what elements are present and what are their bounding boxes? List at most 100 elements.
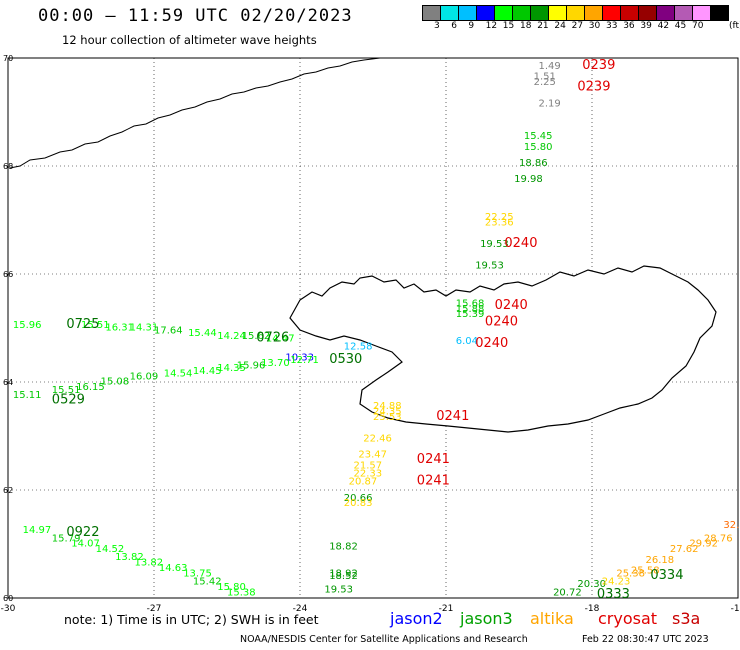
scale-swatch [710,5,729,21]
y-tick-label: 66 [3,270,13,279]
wave-height-label: 24.23 [602,577,631,588]
wave-height-label: 14.54 [164,369,193,380]
wave-height-label: 15.79 [52,533,81,544]
x-tick-label: -15 [731,604,740,614]
scale-label: 3 [434,21,440,31]
footer-note: note: 1) Time is in UTC; 2) SWH is in fe… [64,612,319,627]
wave-height-label: 14.52 [96,544,125,555]
wave-height-label: 15.62 [242,331,271,342]
wave-height-label: 18.92 [329,568,358,579]
scale-label: 27 [571,21,584,31]
wave-height-label: 24.35 [373,406,402,417]
wave-height-label: 20.30 [577,579,606,590]
wave-height-label: 12.71 [290,355,319,366]
pass-time-label: 0241 [417,474,450,489]
scale-label: 36 [623,21,635,31]
pass-time-label: 0240 [504,236,537,251]
scale-label: 24 [554,21,566,31]
wave-height-label: 1.51 [534,72,556,83]
pass-time-label: 0240 [495,298,528,313]
wave-height-label: 14.45 [193,366,222,377]
iceland-coastline [289,265,717,433]
wave-height-label: 23.36 [485,217,514,228]
pass-time-label: 0241 [436,409,469,424]
wave-height-labels: 1.491.512.25 2.19 15.45 15.80 18.86 19.98 22.2… [13,61,740,598]
wave-height-label: 22.46 [363,433,392,444]
map-subtitle: 12 hour collection of altimeter wave hei… [62,33,317,47]
wave-height-label: 13.82 [115,552,144,563]
wave-height-label: 28.76 [704,533,733,544]
wave-height-label: 17.64 [154,325,183,336]
y-tick-label: 62 [3,486,13,495]
x-tick-label: -24 [293,604,308,614]
x-tick-label: -21 [439,604,454,614]
wave-height-label: 18.82 [329,541,358,552]
pass-time-label: 0241 [417,452,450,467]
x-tick-label: -30 [1,604,16,614]
pass-time-label: 0922 [66,525,99,540]
y-tick-label: 60 [3,594,13,603]
y-axis-ticks: 70 68 66 64 62 60 [3,54,13,603]
wave-height-label: 12.58 [344,342,373,353]
mission-s3a: s3a [672,609,701,628]
wave-height-label: 16.31 [105,323,134,334]
wave-height-label: 15.51 [81,320,110,331]
wave-height-label: 16.15 [76,382,105,393]
scale-label: 39 [640,21,652,31]
wave-height-label: 20.72 [553,587,582,598]
scale-label: 9 [468,21,475,31]
mission-cryosat: cryosat [598,609,658,628]
wave-height-label: 15.96 [13,320,42,331]
wave-height-label: 19.53 [480,239,509,250]
wave-height-label: 14.97 [23,525,52,536]
wave-height-label: 2.19 [538,99,560,110]
wave-height-label: 15.80 [217,582,246,593]
color-scale-bar [422,5,729,21]
wave-height-label: 15.51 [52,385,81,396]
wave-height-label: 22.33 [354,469,383,480]
wave-height-label: 15.68 [456,298,485,309]
wave-height-label: 15.11 [13,390,42,401]
wave-height-label: 15.39 [456,309,485,320]
pass-time-label: 0239 [577,79,610,94]
wave-height-label: 2.25 [534,77,556,88]
wave-height-label: 20.83 [344,498,373,509]
wave-height-label: 19.98 [514,174,543,185]
wave-height-label: 1.49 [538,61,560,72]
scale-label: 70 [692,21,704,31]
scale-label: 42 [657,21,670,31]
pass-time-label: 0334 [650,568,683,583]
wave-height-label: 29.92 [689,539,718,550]
wave-height-label: 14.47 [266,334,295,345]
wave-height-label: 18.86 [519,158,548,169]
scale-unit: (ft) [729,21,740,31]
wave-height-label: 15.88 [456,304,485,315]
pass-time-label: 0333 [597,587,630,602]
pass-time-label: 0530 [329,352,362,367]
wave-height-label: 26.18 [646,555,675,566]
scale-label: 45 [674,21,687,31]
wave-height-label: 13.70 [261,358,290,369]
x-tick-label: -27 [147,604,162,614]
wave-height-label: 14.24 [217,331,246,342]
scale-label: 21 [537,21,549,31]
scale-label: 18 [520,21,532,31]
y-tick-label: 70 [3,54,13,63]
map-frame [7,57,739,599]
credit-line: NOAA/NESDIS Center for Satellite Applica… [240,634,528,645]
wave-height-label: 13.75 [183,568,212,579]
pass-time-label: 0529 [52,393,85,408]
scale-label: 30 [588,21,601,31]
wave-height-label: 15.45 [524,131,553,142]
greenland-coastline [9,57,381,169]
map-title: 00:00 – 11:59 UTC 02/20/2023 [38,6,353,26]
wave-height-label: 10.33 [285,352,314,363]
wave-height-label: 18.52 [329,571,358,582]
wave-height-label: 25.58 [631,566,660,577]
scale-label: 6 [451,21,457,31]
mission-altika: altika [530,609,574,628]
wave-height-label: 22.25 [485,212,514,223]
wave-height-label: 19.53 [475,261,504,272]
wave-height-label: 24.88 [373,401,402,412]
